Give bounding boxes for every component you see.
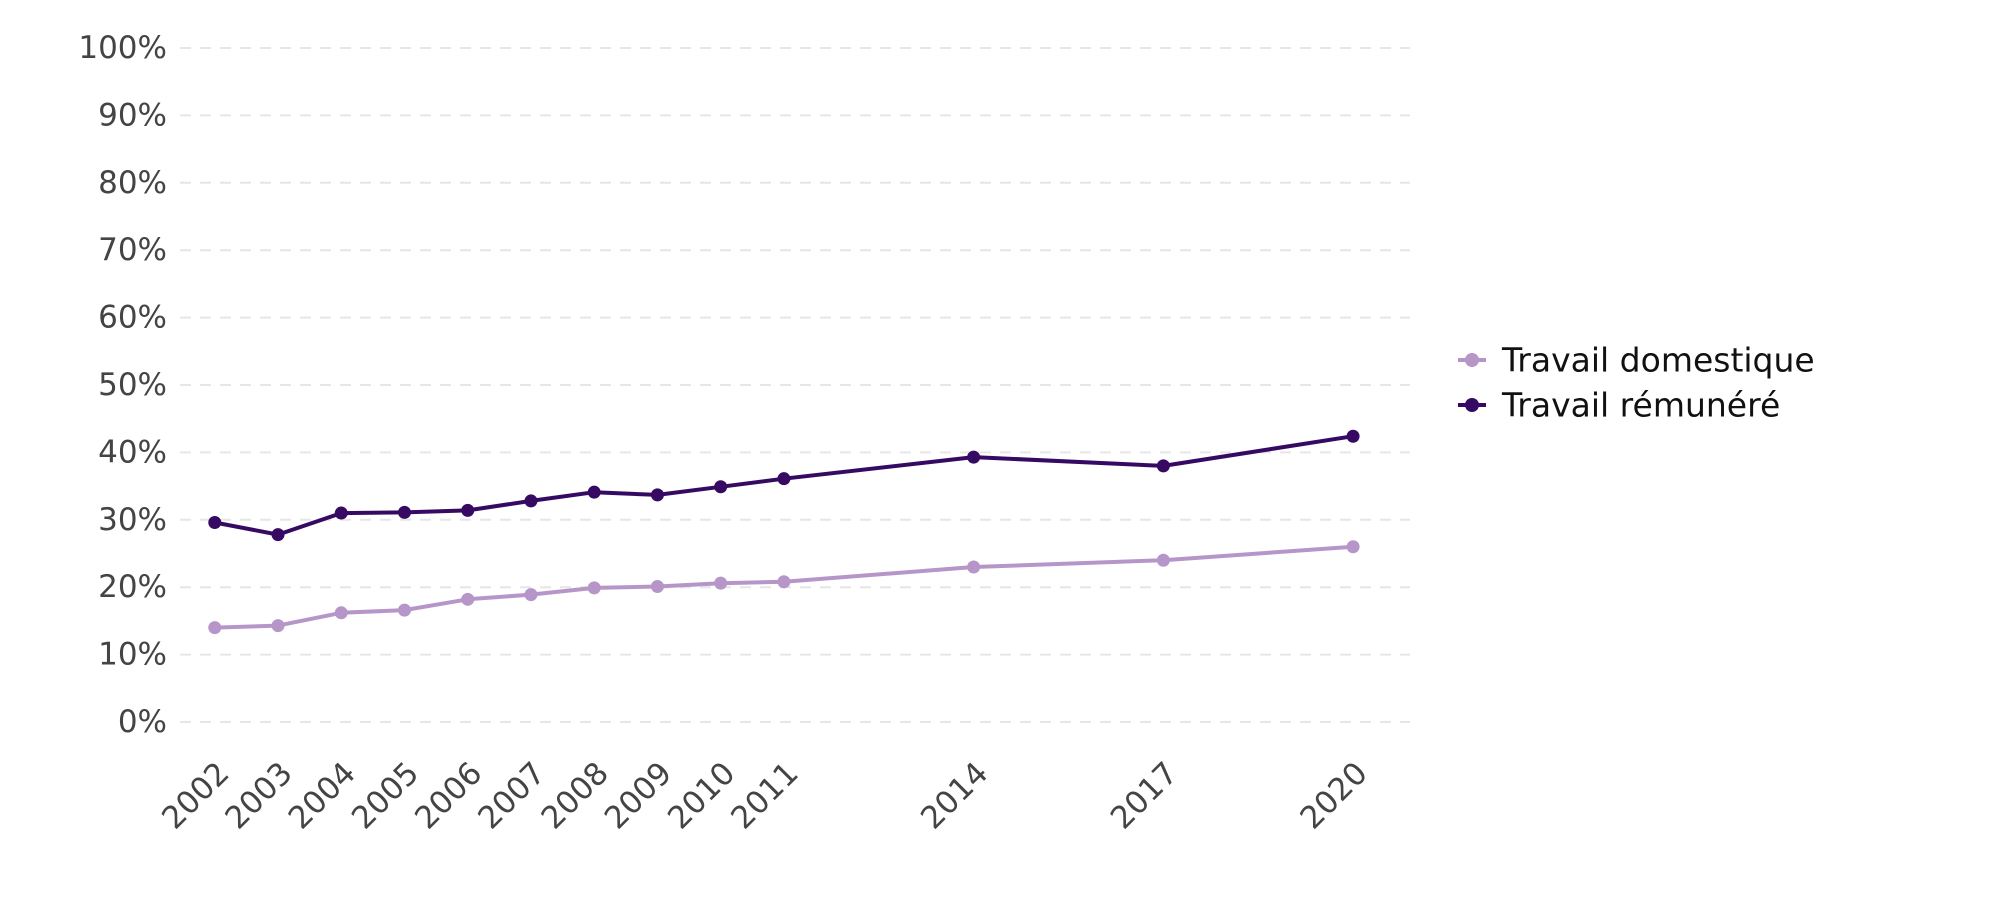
data-point xyxy=(397,505,411,519)
data-point xyxy=(1346,540,1360,554)
data-point xyxy=(777,472,791,486)
data-point xyxy=(461,503,475,517)
data-point xyxy=(334,606,348,620)
data-point xyxy=(397,603,411,617)
legend-item: Travail rémunéré xyxy=(1458,386,1780,425)
y-tick-label: 10% xyxy=(98,637,167,673)
x-axis-tick-labels: 2002200320042005200620072008200920102011… xyxy=(155,755,1375,836)
data-point xyxy=(714,576,728,590)
x-tick-label: 2011 xyxy=(724,755,805,836)
x-tick-label: 2008 xyxy=(535,755,616,836)
data-point xyxy=(208,515,222,529)
y-tick-label: 70% xyxy=(98,232,167,268)
data-point xyxy=(650,488,664,502)
data-point xyxy=(1346,429,1360,443)
y-tick-label: 80% xyxy=(98,165,167,201)
data-point xyxy=(714,480,728,494)
y-tick-label: 30% xyxy=(98,502,167,538)
data-point xyxy=(967,560,981,574)
series-travail-domestique xyxy=(208,540,1360,635)
y-tick-label: 0% xyxy=(118,704,167,740)
x-tick-label: 2006 xyxy=(408,755,489,836)
legend-item: Travail domestique xyxy=(1458,341,1815,380)
y-tick-label: 60% xyxy=(98,300,167,336)
data-point xyxy=(208,621,222,635)
data-point xyxy=(524,588,538,602)
y-tick-label: 100% xyxy=(78,30,167,66)
data-point xyxy=(587,485,601,499)
grid-lines xyxy=(180,47,1410,723)
x-tick-label: 2007 xyxy=(471,755,552,836)
x-tick-label: 2004 xyxy=(282,755,363,836)
data-point xyxy=(271,619,285,633)
legend-label: Travail rémunéré xyxy=(1501,386,1780,425)
legend-point-swatch xyxy=(1465,398,1479,412)
x-tick-label: 2010 xyxy=(661,755,742,836)
x-tick-label: 2020 xyxy=(1293,755,1374,836)
data-point xyxy=(334,506,348,520)
legend-point-swatch xyxy=(1465,353,1479,367)
data-point xyxy=(587,581,601,595)
series-lines xyxy=(208,429,1360,635)
legend: Travail domestique Travail rémunéré xyxy=(1458,341,1815,425)
data-point xyxy=(1156,553,1170,567)
x-tick-label: 2017 xyxy=(1104,755,1185,836)
data-point xyxy=(461,592,475,606)
series-travail-remunere xyxy=(208,429,1360,542)
y-axis-tick-labels: 0% 10% 20% 30% 40% 50% 60% 70% 80% 90% 100% xyxy=(78,30,167,740)
data-point xyxy=(271,528,285,542)
y-tick-label: 40% xyxy=(98,434,167,470)
y-tick-label: 50% xyxy=(98,367,167,403)
data-point xyxy=(1156,459,1170,473)
y-tick-label: 20% xyxy=(98,569,167,605)
data-point xyxy=(650,580,664,594)
x-tick-label: 2014 xyxy=(914,755,995,836)
x-tick-label: 2002 xyxy=(155,755,236,836)
data-point xyxy=(967,450,981,464)
x-tick-label: 2005 xyxy=(345,755,426,836)
legend-label: Travail domestique xyxy=(1501,341,1815,380)
y-tick-label: 90% xyxy=(98,97,167,133)
x-tick-label: 2009 xyxy=(598,755,679,836)
data-point xyxy=(777,575,791,589)
x-tick-label: 2003 xyxy=(218,755,299,836)
data-point xyxy=(524,494,538,508)
